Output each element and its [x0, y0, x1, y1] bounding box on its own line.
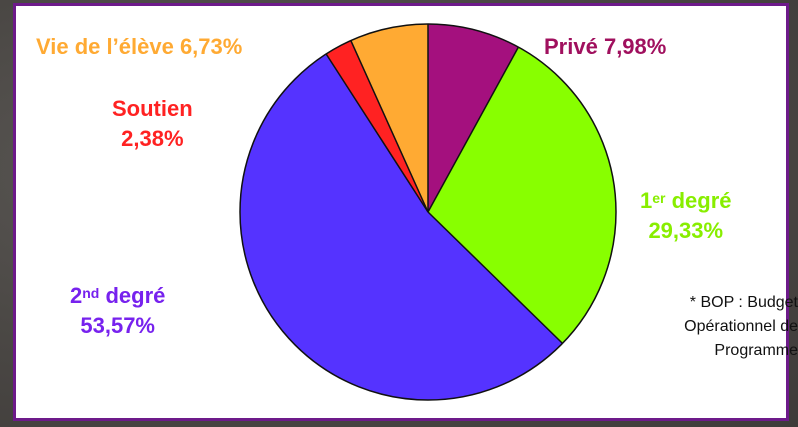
label-name: 1 — [640, 188, 653, 213]
label-value: 2,38% — [121, 126, 184, 151]
label-value: 6,73% — [179, 34, 243, 59]
pie-slice — [428, 24, 519, 212]
slice-divider — [325, 53, 429, 213]
label-name: Privé — [544, 34, 598, 59]
pie-slice — [428, 47, 616, 344]
pie-chart — [239, 23, 617, 401]
pie-slice — [350, 24, 428, 212]
pie-slice — [239, 53, 563, 400]
label-name: Vie de l’élève — [36, 34, 174, 59]
label-value: 7,98% — [603, 34, 667, 59]
label-value: 29,33% — [648, 218, 724, 243]
slice-divider — [427, 46, 520, 213]
pie-slice — [326, 40, 428, 213]
slice-divider — [350, 40, 429, 213]
slice-label-2nd-degre: 2nd degré 53,57% — [70, 281, 165, 341]
label-rest: degré — [99, 283, 166, 308]
chart-frame: Privé 7,98% 1er degré 29,33% 2nd degré 5… — [13, 3, 798, 421]
slice-label-prive: Privé 7,98% — [544, 32, 666, 62]
slice-label-vie-de-leleve: Vie de l’élève 6,73% — [36, 32, 242, 62]
label-sup: nd — [82, 285, 100, 301]
slice-label-1er-degre: 1er degré 29,33% — [640, 186, 732, 246]
label-name: Soutien — [112, 96, 193, 121]
pie-outline — [239, 23, 617, 401]
label-rest: degré — [665, 188, 732, 213]
footnote: * BOP : Budget Opérationnel de Programme — [684, 294, 798, 359]
slice-label-soutien: Soutien 2,38% — [112, 94, 193, 154]
slice-divider — [427, 211, 564, 344]
label-value: 53,57% — [80, 313, 155, 338]
label-name: 2 — [70, 283, 83, 308]
label-sup: er — [652, 190, 666, 206]
